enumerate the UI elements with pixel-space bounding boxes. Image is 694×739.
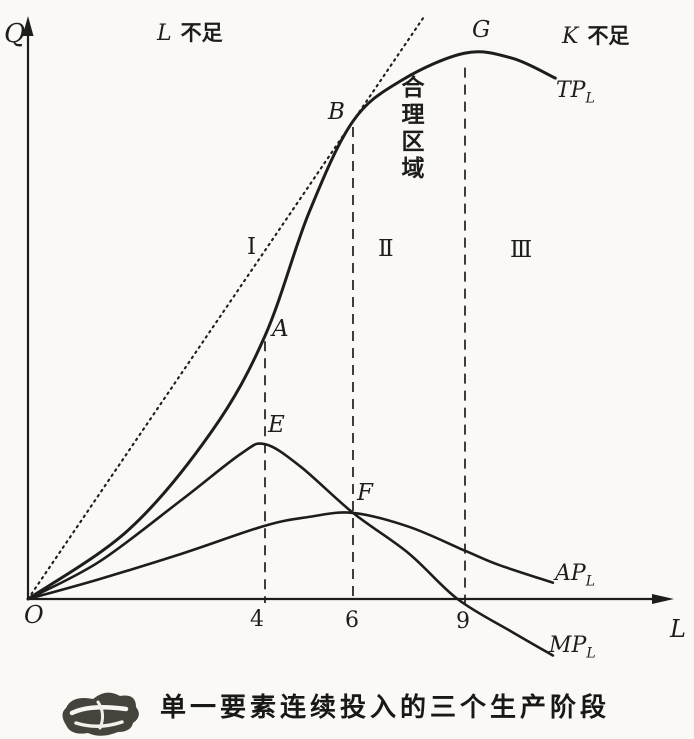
- curve-layer: [26, 13, 557, 657]
- ap-curve-label-main: AP: [555, 561, 586, 586]
- figure-caption: 单一要素连续投入的三个生产阶段: [160, 693, 611, 723]
- ap-curve-label: APL: [555, 561, 595, 590]
- region-label-k-insufficient: K 不足: [562, 26, 629, 48]
- x-tick-6: 6: [345, 608, 359, 633]
- y-axis-arrow-icon: [22, 16, 34, 36]
- x-axis-label: L: [670, 615, 686, 643]
- ap-curve-label-sub: L: [585, 573, 595, 590]
- mp-curve-label-main: MP: [549, 633, 587, 658]
- insufficient-text-left: 不足: [180, 21, 223, 45]
- point-a-label: A: [272, 316, 289, 342]
- tp-curve-label-sub: L: [585, 90, 595, 107]
- x-tick-9: 9: [456, 609, 470, 634]
- curve-ap-l: [26, 511, 555, 601]
- tp-curve-label-main: TP: [556, 78, 586, 103]
- factor-k: K: [562, 24, 579, 49]
- mp-curve-label: MPL: [549, 633, 596, 662]
- y-axis-label: Q: [4, 19, 26, 49]
- tp-curve-label: TPL: [556, 78, 595, 107]
- x-axis-arrow-icon: [652, 594, 674, 604]
- origin-label: O: [24, 601, 44, 629]
- curve-mp-l: [26, 442, 555, 657]
- rational-region-label: 合理区域: [397, 75, 423, 183]
- insufficient-text-right: 不足: [587, 24, 630, 48]
- tangent-ray-dotted: [26, 13, 427, 601]
- figure-number-smudge: [62, 692, 139, 736]
- point-g-label: G: [472, 17, 491, 43]
- stage-one-numeral: Ⅰ: [247, 234, 257, 260]
- point-f-label: F: [357, 480, 373, 506]
- factor-l: L: [157, 21, 172, 46]
- stage-three-numeral: Ⅲ: [510, 237, 533, 263]
- stage-two-numeral: Ⅱ: [378, 236, 394, 262]
- region-label-l-insufficient: L 不足: [157, 23, 223, 45]
- point-e-label: E: [268, 412, 285, 438]
- x-tick-4: 4: [250, 607, 264, 632]
- curve-tp-l: [26, 50, 557, 601]
- mp-curve-label-sub: L: [586, 645, 596, 662]
- point-b-label: B: [328, 99, 345, 125]
